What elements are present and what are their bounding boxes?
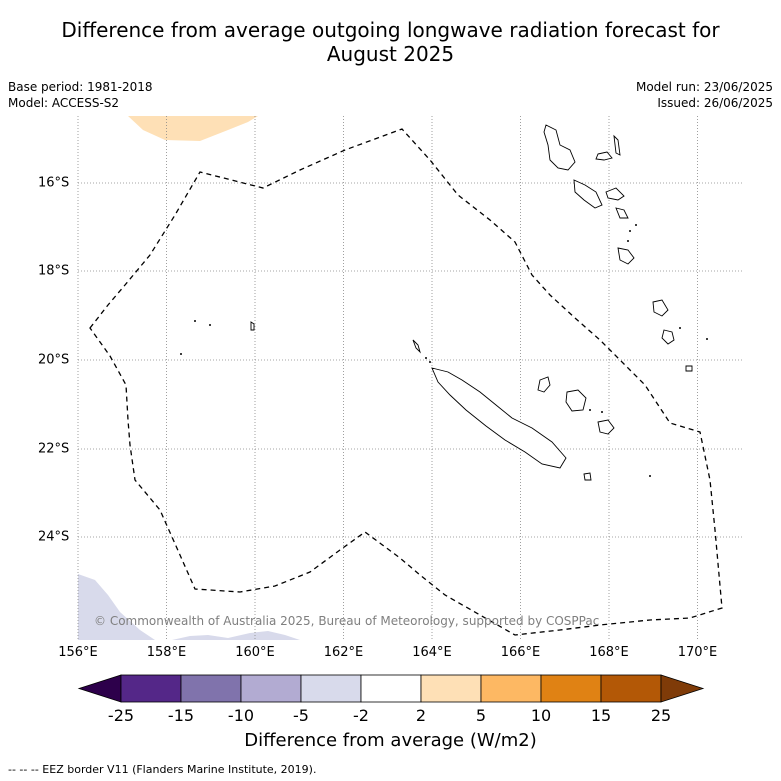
title-line-2: August 2025	[326, 42, 455, 66]
malo-ambae	[595, 151, 613, 161]
meta-right: Model run: 23/06/2025 Issued: 26/06/2025	[636, 79, 773, 111]
lon-label-156: 156°E	[58, 645, 98, 660]
colorbar	[77, 674, 705, 703]
lat-label-22: 22°S	[38, 441, 70, 457]
erromango	[652, 299, 669, 317]
isle-of-pines	[583, 472, 592, 481]
lon-label-168: 168°E	[589, 645, 629, 660]
lon-label-162: 162°E	[323, 645, 364, 660]
eez-footnote: -- -- -- EEZ border V11 (Flanders Marine…	[8, 763, 317, 776]
copyright-notice: © Commonwealth of Australia 2025, Bureau…	[94, 614, 600, 628]
loyalty-ouvea	[537, 376, 551, 393]
colorbar-label-m10: -10	[227, 706, 255, 725]
efate	[617, 247, 635, 265]
colorbar-extend-low	[77, 674, 122, 703]
anomaly-patch-positive	[128, 116, 258, 141]
lon-label-170: 170°E	[677, 645, 718, 660]
colorbar-label-15: 15	[590, 706, 612, 725]
eez-border	[89, 128, 723, 636]
meta-left: Base period: 1981-2018 Model: ACCESS-S2	[8, 79, 153, 111]
ambrym	[605, 187, 625, 201]
colorbar-label-m15: -15	[167, 706, 195, 725]
lat-label-16: 16°S	[38, 175, 70, 191]
lat-label-20: 20°S	[38, 352, 70, 368]
colorbar-label-25: 25	[650, 706, 672, 725]
colorbar-label-m25: -25	[107, 706, 135, 725]
model-name: Model: ACCESS-S2	[8, 96, 120, 110]
small-islets	[180, 224, 708, 477]
colorbar-label-m2: -2	[353, 706, 369, 725]
colorbar-segment-5	[360, 674, 422, 703]
colorbar-segment-6	[420, 674, 482, 703]
colorbar-label-m5: -5	[293, 706, 309, 725]
lon-label-166: 166°E	[500, 645, 541, 660]
colorbar-segment-7	[480, 674, 542, 703]
espiritu-santo	[543, 124, 576, 171]
colorbar-segment-2	[180, 674, 242, 703]
colorbar-segment-8	[540, 674, 602, 703]
chart-title: Difference from average outgoing longwav…	[0, 18, 781, 66]
maewo-pentecost	[613, 134, 621, 156]
coastlines	[250, 124, 693, 481]
anomaly-patch-negative-2	[172, 631, 300, 640]
malakula	[573, 179, 603, 209]
lat-label-24: 24°S	[38, 529, 70, 545]
colorbar-label-2: 2	[415, 706, 427, 725]
colorbar-label-5: 5	[475, 706, 487, 725]
chesterfield	[250, 321, 255, 331]
colorbar-extend-high	[660, 674, 705, 703]
lat-label-18: 18°S	[38, 263, 70, 279]
colorbar-label-10: 10	[530, 706, 552, 725]
colorbar-segment-9	[600, 674, 662, 703]
lon-label-158: 158°E	[146, 645, 187, 660]
issued-date: Issued: 26/06/2025	[657, 96, 773, 110]
tanna	[661, 329, 675, 345]
lon-label-164: 164°E	[412, 645, 452, 660]
title-line-1: Difference from average outgoing longwav…	[61, 18, 720, 42]
epi-shepherd	[615, 207, 629, 219]
colorbar-segment-3	[240, 674, 302, 703]
gridlines	[77, 116, 743, 640]
colorbar-segment-1	[120, 674, 182, 703]
new-caledonia	[431, 367, 567, 469]
lon-label-160: 160°E	[235, 645, 275, 660]
colorbar-segment-4	[300, 674, 362, 703]
loyalty-lifou	[565, 389, 587, 412]
belep-islands	[412, 339, 421, 354]
base-period: Base period: 1981-2018	[8, 80, 153, 94]
model-run: Model run: 23/06/2025	[635, 80, 773, 94]
colorbar-title: Difference from average (W/m2)	[244, 730, 537, 751]
anomaly-patch-negative	[78, 574, 155, 640]
loyalty-mare	[597, 419, 615, 435]
aneityum	[685, 365, 693, 372]
